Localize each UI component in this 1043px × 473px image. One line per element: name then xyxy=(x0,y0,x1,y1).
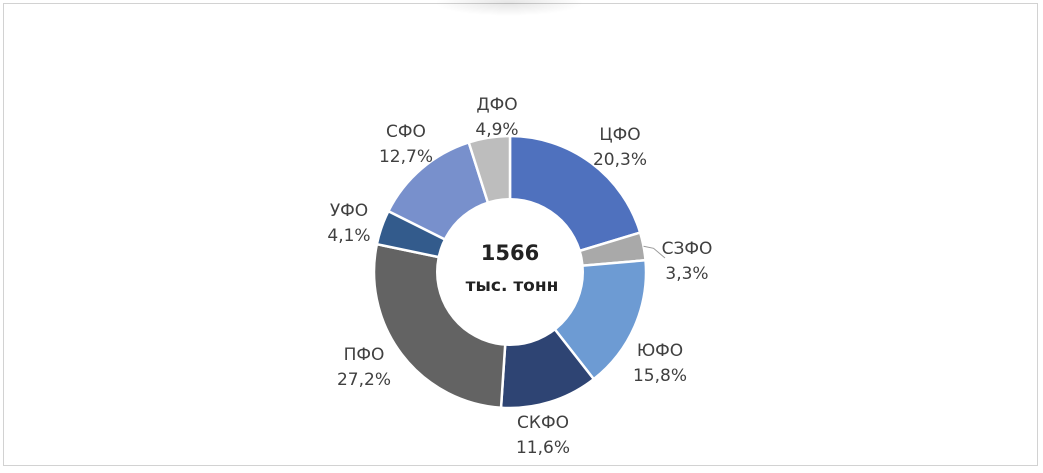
slice-value-5: 4,1% xyxy=(327,226,370,246)
slice-label-5: УФО xyxy=(330,201,368,221)
slice-value-3: 11,6% xyxy=(516,438,570,458)
donut-hole xyxy=(436,198,584,346)
leader-lines xyxy=(643,245,666,259)
slice-label-4: ПФО xyxy=(344,345,385,365)
slice-label-0: ЦФО xyxy=(599,125,640,145)
center-total-value: 1566 xyxy=(481,241,539,265)
leader-line-1 xyxy=(643,245,666,259)
slice-value-2: 15,8% xyxy=(633,366,687,386)
slice-value-6: 12,7% xyxy=(379,147,433,167)
slice-label-3: СКФО xyxy=(517,413,569,433)
slice-label-1: СЗФО xyxy=(662,239,713,259)
slice-value-7: 4,9% xyxy=(475,120,518,140)
slice-labels: ЦФО 20,3% СЗФО 3,3% ЮФО 15,8% СКФО 11,6% ПФО 27,2… xyxy=(327,95,712,458)
slice-value-1: 3,3% xyxy=(665,264,708,284)
slice-label-7: ДФО xyxy=(476,95,517,115)
slice-value-0: 20,3% xyxy=(593,150,647,170)
center-total-unit: тыс. тонн xyxy=(466,276,559,296)
slice-label-2: ЮФО xyxy=(637,341,683,361)
slice-value-4: 27,2% xyxy=(337,370,391,390)
slice-label-6: СФО xyxy=(386,122,426,142)
decorative-shadow xyxy=(434,0,584,16)
